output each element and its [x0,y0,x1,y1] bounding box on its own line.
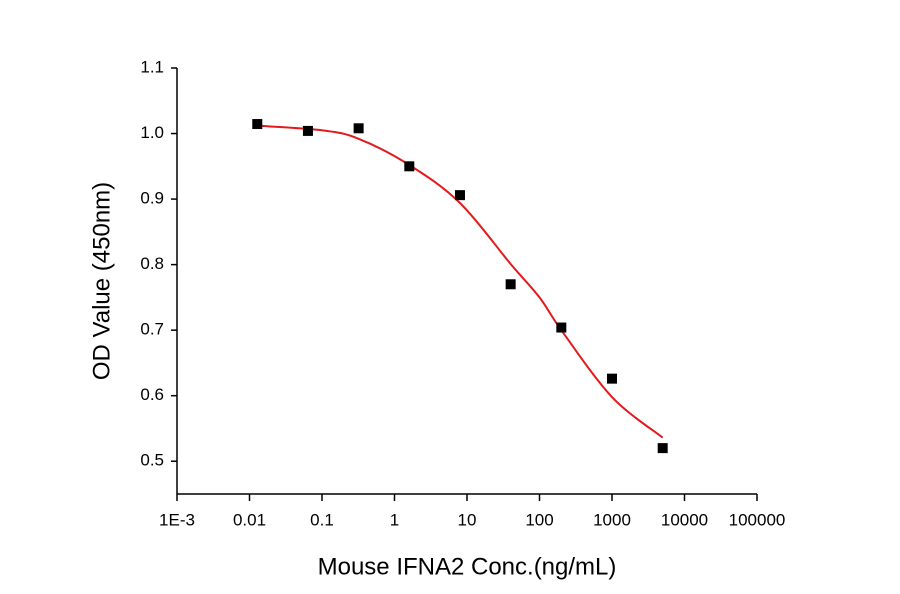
data-point [657,443,668,454]
x-tick-label: 10000 [661,510,708,529]
x-axis-title: Mouse IFNA2 Conc.(ng/mL) [318,553,617,580]
x-tick-label: 1E-3 [159,510,195,529]
data-point [404,161,415,172]
data-point [302,125,313,136]
x-tick-label: 100 [525,510,553,529]
y-tick-label: 0.6 [140,385,164,404]
x-tick-label: 100000 [729,510,786,529]
y-tick-label: 1.0 [140,123,164,142]
y-axis-title: OD Value (450nm) [88,182,115,380]
data-point [252,119,263,130]
data-point [353,123,364,134]
x-tick-label: 10 [458,510,477,529]
data-point [556,322,567,333]
y-tick-label: 0.8 [140,254,164,273]
y-tick-label: 0.7 [140,320,164,339]
x-tick-label: 1 [390,510,399,529]
data-point [505,279,516,290]
x-tick-label: 0.1 [310,510,334,529]
x-tick-label: 1000 [593,510,631,529]
data-point [607,373,617,384]
y-tick-label: 0.5 [140,451,164,470]
data-point [454,190,465,201]
y-tick-label: 1.1 [140,57,164,76]
y-tick-label: 0.9 [140,189,164,208]
fit-curve [257,124,664,439]
x-tick-label: 0.01 [233,510,266,529]
